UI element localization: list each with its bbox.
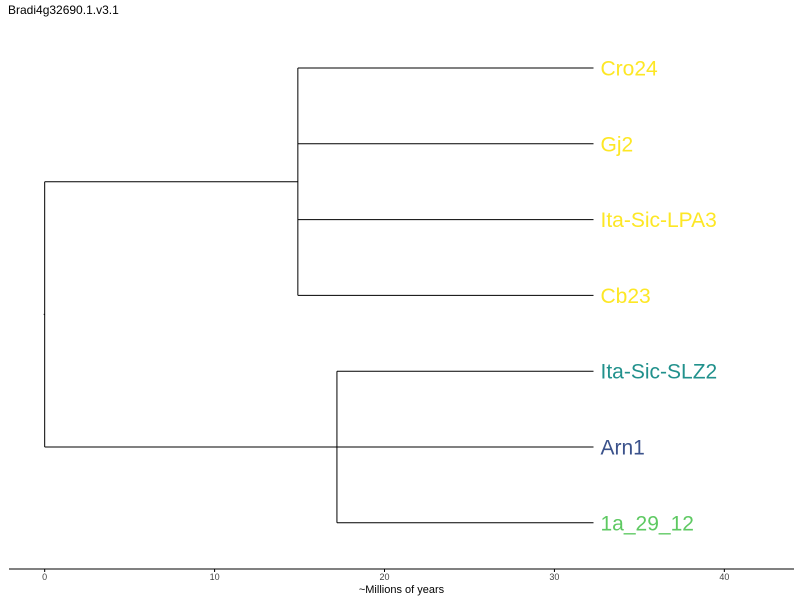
leaf-label-cb23: Cb23 xyxy=(601,285,651,308)
tree-branches xyxy=(43,67,594,524)
x-axis-tick-label: 30 xyxy=(549,572,559,582)
x-axis: 0 10 20 30 40 ~Millions of years xyxy=(9,568,794,596)
leaf-label-lpa3: Ita-Sic-LPA3 xyxy=(601,209,717,232)
page-title: Bradi4g32690.1.v3.1 xyxy=(8,3,119,17)
x-axis-tick-label: 10 xyxy=(210,572,220,582)
x-axis-tick-label: 0 xyxy=(42,572,47,582)
x-axis-ticks: 0 10 20 30 40 xyxy=(42,569,729,582)
leaf-label-slz2: Ita-Sic-SLZ2 xyxy=(601,361,718,384)
leaf-label-a29: 1a_29_12 xyxy=(601,512,694,535)
x-axis-title: ~Millions of years xyxy=(359,584,445,596)
x-axis-tick-label: 20 xyxy=(380,572,390,582)
leaf-label-cro24: Cro24 xyxy=(601,58,659,81)
leaf-label-gj2: Gj2 xyxy=(601,133,634,156)
leaf-label-arn1: Arn1 xyxy=(601,437,645,460)
x-axis-tick-label: 40 xyxy=(719,572,729,582)
tree-leaf-labels: Cro24 Gj2 Ita-Sic-LPA3 Cb23 Ita-Sic-SLZ2 Arn1… xyxy=(601,58,718,536)
